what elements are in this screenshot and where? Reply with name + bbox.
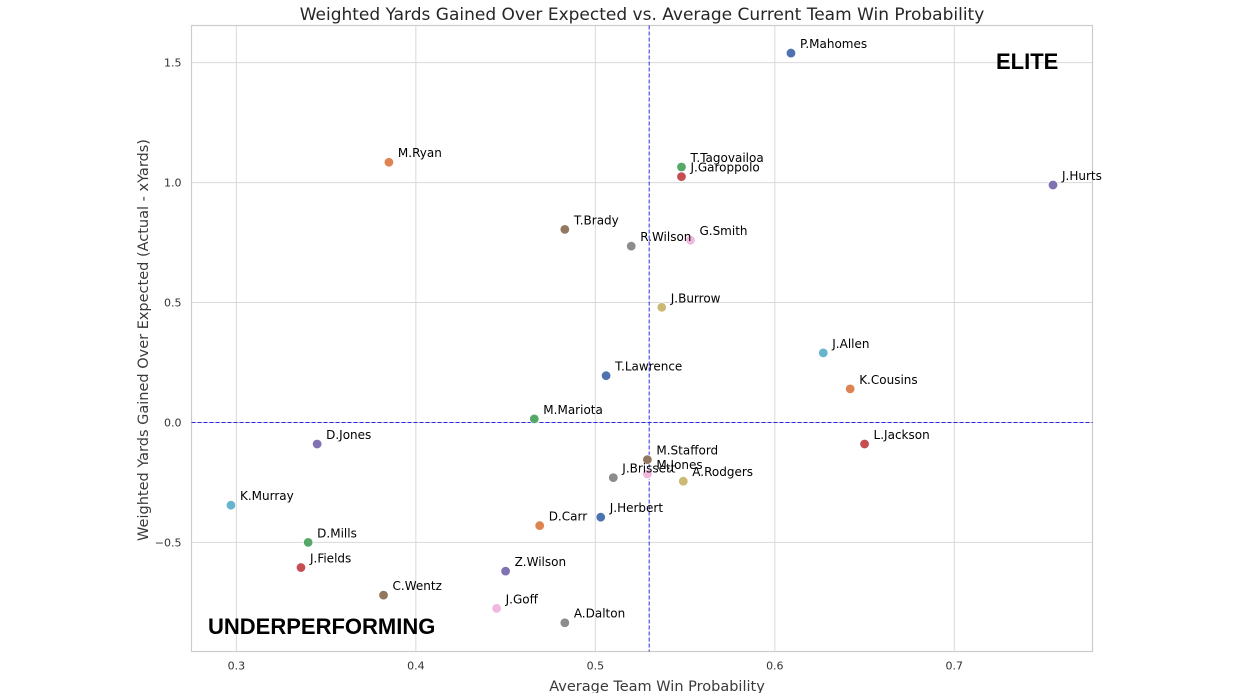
x-tick-label: 0.3 <box>228 660 246 673</box>
data-points <box>225 47 1059 628</box>
point-label: C.Wentz <box>393 579 442 593</box>
data-point <box>626 240 637 252</box>
data-point <box>500 565 511 577</box>
data-point <box>608 472 619 483</box>
data-point <box>685 234 696 246</box>
y-tick-label: 1.5 <box>164 57 182 70</box>
quadrant-label-elite: ELITE <box>996 49 1058 74</box>
data-point <box>676 161 687 173</box>
data-point <box>785 47 797 59</box>
point-label: K.Cousins <box>859 373 917 387</box>
point-label: T.Lawrence <box>614 360 682 374</box>
x-tick-label: 0.7 <box>946 660 964 673</box>
x-axis-label: Average Team Win Probability <box>549 679 765 693</box>
point-label: J.Hurts <box>1061 169 1102 183</box>
plot-frame <box>190 24 1094 653</box>
data-point <box>534 520 545 531</box>
point-label: M.Stafford <box>656 444 718 458</box>
data-point <box>1047 179 1059 191</box>
point-label: K.Murray <box>240 489 294 503</box>
point-label: J.Allen <box>831 337 869 351</box>
point-label: M.Mariota <box>543 403 603 417</box>
point-label: D.Jones <box>326 428 371 442</box>
point-label: A.Rodgers <box>692 465 753 479</box>
point-label: J.Garoppolo <box>689 161 759 175</box>
y-axis-label: Weighted Yards Gained Over Expected (Act… <box>136 139 152 541</box>
y-tick-label: −0.5 <box>155 536 182 549</box>
point-label: A.Dalton <box>574 607 625 621</box>
data-point <box>311 438 323 450</box>
point-label: J.Fields <box>309 552 351 566</box>
point-label: J.Goff <box>505 592 539 606</box>
point-label: P.Mahomes <box>800 37 867 51</box>
data-point <box>302 537 314 548</box>
data-point <box>859 438 870 450</box>
data-point <box>656 302 667 313</box>
point-label: J.Brissett <box>621 462 675 476</box>
point-label: D.Mills <box>317 526 357 540</box>
point-label: T.Brady <box>573 213 619 227</box>
data-point <box>559 224 571 235</box>
data-point <box>678 476 689 487</box>
data-point <box>642 468 653 480</box>
point-label: R.Wilson <box>640 230 691 244</box>
data-point <box>844 383 856 395</box>
point-label: M.Ryan <box>398 146 442 160</box>
x-tick-label: 0.6 <box>766 660 784 673</box>
data-point <box>383 157 395 168</box>
point-label: J.Herbert <box>609 501 664 515</box>
data-point <box>818 347 829 359</box>
data-point <box>378 589 389 601</box>
point-label: T.Tagovailoa <box>689 151 763 165</box>
point-label: J.Burrow <box>670 291 721 305</box>
x-tick-label: 0.5 <box>587 660 605 673</box>
data-point <box>676 171 687 182</box>
quadrant-label-underperforming: UNDERPERFORMING <box>208 614 435 639</box>
data-point <box>642 454 653 465</box>
y-tick-label: 1.0 <box>164 177 182 190</box>
point-label: Z.Wilson <box>515 555 567 569</box>
point-label: M.Jones <box>656 458 702 472</box>
tick-labels: 0.3 0.4 0.5 0.6 0.7 1.5 1.0 0.5 0.0 −0.5 <box>155 57 963 673</box>
chart-title: Weighted Yards Gained Over Expected vs. … <box>300 5 985 25</box>
point-label: D.Carr <box>549 510 588 524</box>
data-point <box>225 499 237 511</box>
data-point <box>600 370 612 381</box>
data-point <box>529 413 540 425</box>
data-point <box>295 562 307 573</box>
point-label: G.Smith <box>699 224 747 238</box>
y-tick-label: 0.0 <box>164 416 182 429</box>
x-tick-label: 0.4 <box>407 660 425 673</box>
reference-lines <box>191 25 1093 652</box>
data-point <box>491 603 502 614</box>
y-tick-label: 0.5 <box>164 297 182 310</box>
point-label: L.Jackson <box>874 428 930 442</box>
data-point <box>595 511 606 523</box>
data-point <box>559 617 571 628</box>
